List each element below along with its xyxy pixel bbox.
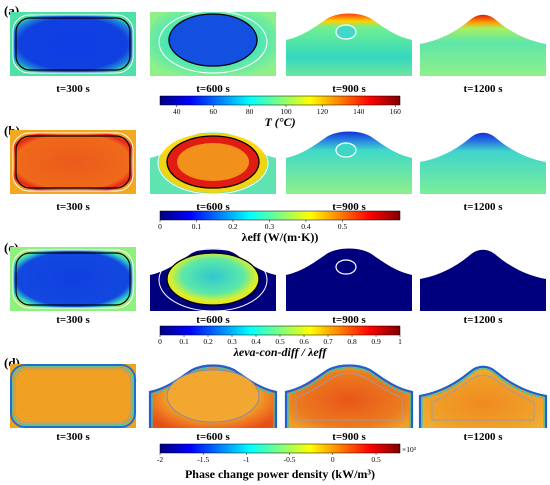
time-label-b-900: t=900 s [332,201,366,213]
time-label-a-1200: t=1200 s [464,83,504,95]
colorbar-tick-label: 0.2 [228,222,238,231]
sim-d-1200 [418,365,548,428]
time-label-a-900: t=900 s [332,83,366,95]
sim-b-900 [286,131,412,194]
colorbar-d-title: Phase change power density (kW/m³) [185,467,375,481]
time-label-d-600: t=600 s [196,431,230,443]
colorbar-tick-label: 60 [209,107,217,116]
colorbar-b: 0 0.1 0.2 0.3 0.4 0.5 λeff (W/(m·K)) [158,210,401,244]
sim-b-600 [150,131,276,195]
colorbar-d: -2 -1.5 -1 -0.5 0 0.5 ×10³ Phase change power… [157,443,417,481]
sim-c-300 [10,247,136,311]
sim-b-1200 [420,132,546,194]
colorbar-tick-label: 0.5 [371,455,381,464]
time-label-b-300: t=300 s [56,201,90,213]
colorbar-tick-label: -1 [243,455,249,464]
colorbar-c: 0 0.1 0.2 0.3 0.4 0.5 0.6 0.7 0.8 0.9 1 λeva-con-d… [158,325,402,359]
colorbar-tick-label: 80 [246,107,254,116]
colorbar-tick-label: 0 [158,222,162,231]
time-label-c-1200: t=1200 s [464,314,504,326]
colorbar-tick-label: -0.5 [284,455,296,464]
colorbar-a-ticks: 40 60 80 100 120 140 160 [173,105,401,116]
colorbar-tick-label: 0.5 [275,337,285,346]
time-label-c-900: t=900 s [332,314,366,326]
colorbar-tick-label: 0.1 [179,337,189,346]
colorbar-tick-label: -1.5 [197,455,209,464]
colorbar-tick-label: 0.4 [251,337,261,346]
sim-d-600 [148,364,278,428]
sim-a-1200 [420,14,546,76]
colorbar-tick-label: 0.9 [371,337,381,346]
colorbar-tick-label: 0 [158,337,162,346]
row-a: (a) t=300 s t=600 s t=900 s t=1200 s 40 [4,3,546,129]
sim-a-900 [286,13,412,76]
time-label-c-300: t=300 s [56,314,90,326]
colorbar-tick-label: 120 [317,107,329,116]
colorbar-tick-label: -2 [157,455,163,464]
sim-a-300 [10,12,136,76]
sim-c-900 [286,248,412,311]
colorbar-a: 40 60 80 100 120 140 160 T (°C) [159,95,401,129]
colorbar-tick-label: 1 [398,337,402,346]
colorbar-a-title: T (°C) [264,115,295,129]
colorbar-b-title: λeff (W/(m·K)) [242,230,319,244]
colorbar-tick-label: 0.2 [203,337,213,346]
colorbar-tick-label: 0.3 [265,222,275,231]
colorbar-tick-label: 40 [173,107,181,116]
colorbar-tick-label: 0.7 [323,337,333,346]
colorbar-tick-label: 160 [390,107,402,116]
sim-c-600 [150,248,276,312]
colorbar-tick-label: 0.6 [299,337,309,346]
colorbar-tick-label: 0.3 [227,337,237,346]
colorbar-d-ticks: -2 -1.5 -1 -0.5 0 0.5 [157,453,381,464]
sim-c-1200 [420,249,546,311]
row-c: (c) t=300 s t=600 s t=900 s t=1200 s 00.… [4,240,546,359]
row-b: (b) t=300 s t=600 s t=900 s t=1200 s [4,123,546,244]
colorbar-tick-label: 0.8 [347,337,357,346]
colorbar-tick-label: 0.4 [301,222,311,231]
colorbar-b-ticks: 0 0.1 0.2 0.3 0.4 0.5 [158,220,347,231]
sim-a-600 [150,10,276,76]
sim-b-300 [10,130,136,194]
colorbar-c-title: λeva-con-diff / λeff [233,345,328,359]
time-label-d-300: t=300 s [56,431,90,443]
time-label-d-1200: t=1200 s [464,431,504,443]
colorbar-tick-label: 0.5 [338,222,348,231]
colorbar-tick-label: 140 [353,107,365,116]
colorbar-c-ticks: 0 0.1 0.2 0.3 0.4 0.5 0.6 0.7 0.8 0.9 1 [158,335,402,346]
sim-d-300 [10,364,136,428]
colorbar-tick-label: 100 [280,107,292,116]
colorbar-tick-label: 0.1 [192,222,202,231]
colorbar-tick-label: 0 [331,455,335,464]
time-label-c-600: t=600 s [196,314,230,326]
row-d: (d) t=300 s t=600 s t=900 s t= [4,355,548,481]
colorbar-d-exponent: ×10³ [402,445,417,454]
time-label-b-1200: t=1200 s [464,201,504,213]
time-label-b-600: t=600 s [196,201,230,213]
time-label-a-600: t=600 s [196,83,230,95]
sim-d-900 [284,364,414,428]
time-label-d-900: t=900 s [332,431,366,443]
time-label-a-300: t=300 s [56,83,90,95]
